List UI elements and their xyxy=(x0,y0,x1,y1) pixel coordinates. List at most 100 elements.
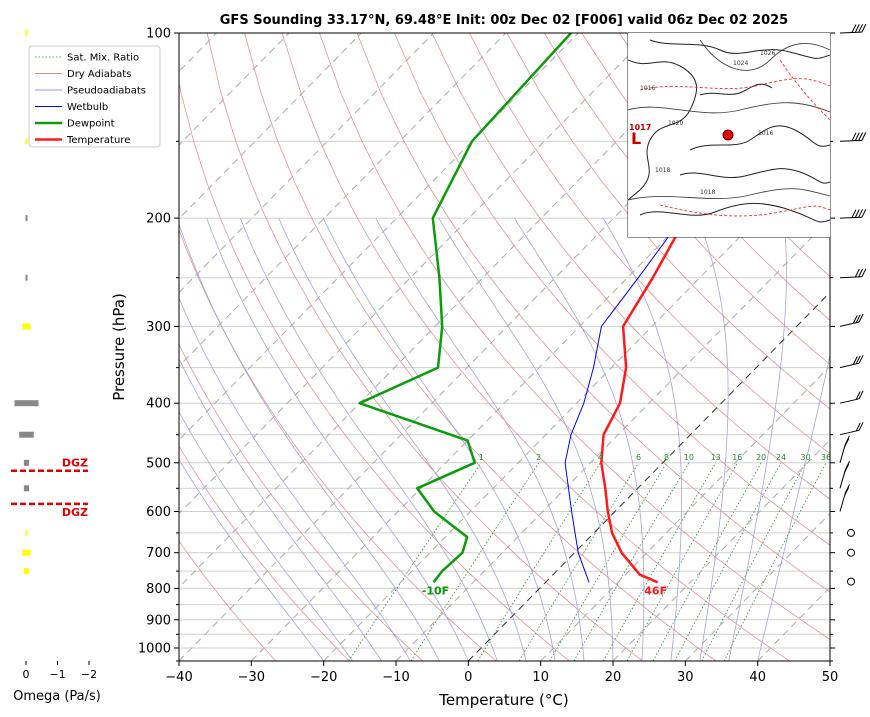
dry-adiabat xyxy=(469,33,830,455)
mixing-ratio-line xyxy=(410,462,540,661)
legend: Sat. Mix. Ratio Dry Adiabats Pseudoadiabat… xyxy=(28,45,161,148)
dgz-label: DGZ xyxy=(62,457,88,470)
wind-barb-feather xyxy=(861,23,867,33)
x-axis-label: Temperature (°C) xyxy=(438,691,568,709)
map-pressure-label: 1018 xyxy=(655,167,670,174)
wind-barb xyxy=(839,435,850,463)
isotherm-line xyxy=(612,439,830,661)
wind-barb-staff xyxy=(839,31,862,34)
dgz-label: DGZ xyxy=(62,506,88,519)
omega-bar xyxy=(25,30,28,36)
mixing-ratio-line xyxy=(573,462,690,661)
omega-bar xyxy=(25,529,28,536)
y-tick-label: 200 xyxy=(146,212,171,227)
mixing-ratio-label: 10 xyxy=(684,453,694,462)
mixing-ratio-label: 13 xyxy=(711,453,721,462)
wind-barb-staff xyxy=(839,398,860,404)
wind-barb-feather xyxy=(861,268,867,278)
map-coastline xyxy=(628,59,698,201)
x-tick-label: 50 xyxy=(822,670,839,685)
wind-barb-feather xyxy=(861,132,867,141)
isotherm-line xyxy=(179,33,651,515)
low-pressure-value: 1017 xyxy=(629,123,651,132)
mixing-ratio-label: 24 xyxy=(776,453,786,462)
isotherm-line xyxy=(179,33,507,367)
map-isobar xyxy=(628,102,830,114)
wind-barb-feather xyxy=(844,438,850,447)
wind-barb-feather xyxy=(858,313,864,323)
dry-adiabat xyxy=(506,33,830,410)
wind-barb-feather xyxy=(851,132,857,142)
isotherm-line xyxy=(179,33,724,589)
omega-bar xyxy=(14,400,39,407)
legend-entry: Dry Adiabats xyxy=(67,69,131,80)
dry-adiabat xyxy=(179,343,423,661)
mixing-ratio-line xyxy=(626,462,738,661)
y-tick-label: 700 xyxy=(146,546,171,561)
y-tick-label: 400 xyxy=(146,397,171,412)
pseudoadiabat xyxy=(514,217,645,661)
pseudoadiabat xyxy=(239,217,498,661)
wind-barb-staff xyxy=(839,139,862,142)
mixing-ratio-label: 16 xyxy=(732,453,742,462)
y-tick-label: 500 xyxy=(146,456,171,471)
pseudoadiabat xyxy=(179,410,353,661)
map-pressure-label: 1020 xyxy=(668,120,683,127)
x-tick-label: 20 xyxy=(605,670,622,685)
map-thickness-line xyxy=(639,78,830,91)
map-pressure-label: 1018 xyxy=(700,189,715,196)
y-tick-label: 800 xyxy=(146,582,171,597)
map-coastline xyxy=(699,83,773,96)
pseudoadiabat xyxy=(438,217,614,661)
omega-bar xyxy=(22,549,31,556)
dry-adiabat xyxy=(356,33,830,593)
pseudoadiabat xyxy=(179,357,382,661)
isotherm-line xyxy=(829,660,830,661)
wind-barb-feather xyxy=(858,422,864,431)
temperature-axis: −40 −30 −20 −10 0 10 20 30 40 50 xyxy=(165,661,838,685)
y-tick-label: 600 xyxy=(146,505,171,520)
omega-bar xyxy=(25,138,28,145)
map-pressure-label: 1016 xyxy=(640,85,655,92)
map-coastline xyxy=(679,168,830,184)
dry-adiabat xyxy=(844,33,870,661)
pseudoadiabat xyxy=(322,217,556,661)
map-thickness-line xyxy=(779,59,830,121)
calm-wind-circle xyxy=(847,548,855,557)
zero-isotherm xyxy=(467,291,830,661)
map-isobar xyxy=(628,188,830,201)
y-tick-label: 300 xyxy=(146,320,171,335)
mixing-ratio-label: 36 xyxy=(821,453,831,462)
wind-barb xyxy=(839,422,864,436)
mixing-ratio-label: 2 xyxy=(536,453,541,462)
wind-barb-feather xyxy=(855,391,861,400)
map-pressure-label: 1024 xyxy=(733,60,748,67)
dry-adiabat xyxy=(179,445,350,661)
wind-barb-feather xyxy=(854,268,860,278)
mixing-ratio-line xyxy=(477,462,601,661)
isotherm-line xyxy=(179,33,434,294)
y-tick-label: 1000 xyxy=(138,642,171,657)
dry-adiabat xyxy=(179,228,497,661)
wind-barb-feather xyxy=(852,315,858,324)
wind-barb-staff xyxy=(839,443,846,463)
isotherm-line xyxy=(540,365,830,661)
wind-barb-feather xyxy=(845,435,850,445)
wind-barb xyxy=(839,354,864,369)
y-tick-label: 100 xyxy=(146,27,171,42)
wind-barb xyxy=(839,208,867,219)
x-tick-label: −20 xyxy=(310,670,337,685)
wind-barbs xyxy=(839,23,867,586)
dry-adiabat xyxy=(431,33,830,500)
wind-barb xyxy=(839,484,850,512)
pseudoadiabat xyxy=(602,217,682,661)
dry-adiabat xyxy=(543,33,830,365)
mixing-ratio-label: 1 xyxy=(479,453,484,462)
dry-adiabat xyxy=(206,33,644,661)
omega-bar xyxy=(25,215,28,222)
pseudoadiabat xyxy=(206,217,469,661)
omega-bar xyxy=(25,274,28,281)
mixing-ratio-line xyxy=(348,462,482,661)
mixing-ratio-line xyxy=(723,462,827,661)
wind-barb-feather xyxy=(852,356,858,365)
